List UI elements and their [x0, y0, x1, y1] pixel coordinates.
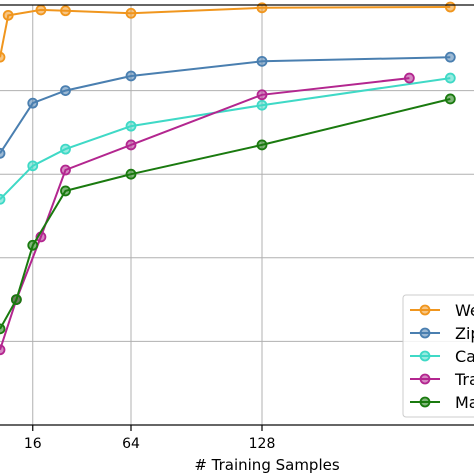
series-we: [0, 1, 456, 63]
data-point: [256, 99, 268, 111]
data-point: [444, 93, 456, 105]
data-point: [27, 97, 39, 109]
legend-label: Tra: [454, 370, 474, 389]
data-point: [60, 5, 71, 17]
data-point: [0, 51, 6, 63]
legend: We Zip Ca Tra Ma: [402, 294, 474, 418]
data-point: [10, 294, 22, 306]
series-ma: [0, 93, 456, 335]
series-tra: [0, 72, 415, 356]
legend-entry: Ca: [410, 347, 474, 366]
x-axis-label: # Training Samples: [194, 456, 340, 474]
legend-marker: [419, 350, 431, 362]
data-point: [444, 51, 456, 63]
series-ca: [0, 72, 456, 205]
data-point: [27, 160, 39, 172]
data-point: [60, 85, 71, 96]
x-axis-ticks: 16 64 128: [24, 425, 276, 452]
data-point: [125, 168, 137, 180]
data-point: [27, 239, 39, 251]
data-point: [125, 120, 137, 132]
x-tick-label: 128: [249, 436, 276, 452]
data-point: [125, 70, 137, 82]
data-point: [60, 164, 71, 176]
legend-label: Ma: [455, 393, 474, 412]
data-point: [256, 55, 268, 67]
data-point: [0, 344, 6, 356]
data-point: [2, 9, 14, 21]
data-point: [0, 147, 6, 159]
legend-marker: [419, 327, 431, 339]
x-tick-label: 16: [24, 436, 42, 452]
series-zip: [0, 51, 456, 159]
legend-label: Ca: [455, 347, 474, 366]
x-tick-label: 64: [122, 436, 140, 452]
data-point: [403, 72, 415, 84]
legend-entry: Zip: [410, 324, 474, 343]
data-point: [256, 139, 268, 151]
legend-entry: We: [410, 301, 474, 320]
legend-label: Zip: [455, 324, 474, 343]
data-point: [444, 1, 456, 13]
data-point: [35, 4, 47, 16]
series-layer: [0, 1, 456, 356]
legend-entry: Ma: [410, 393, 474, 412]
data-point: [0, 323, 6, 335]
data-point: [60, 185, 71, 197]
plot-frame: [0, 4, 474, 426]
legend-marker: [419, 396, 431, 408]
legend-label: We: [455, 301, 474, 320]
series-line: [0, 77, 410, 351]
data-point: [125, 139, 137, 151]
series-line: [0, 56, 451, 154]
series-line: [0, 98, 451, 330]
data-point: [256, 89, 268, 101]
data-point: [60, 143, 71, 155]
legend-marker: [419, 373, 431, 385]
series-line: [0, 77, 451, 200]
legend-marker: [419, 304, 431, 316]
data-point: [125, 7, 137, 19]
data-point: [0, 193, 6, 205]
legend-entry: Tra: [410, 370, 474, 389]
data-point: [444, 72, 456, 84]
